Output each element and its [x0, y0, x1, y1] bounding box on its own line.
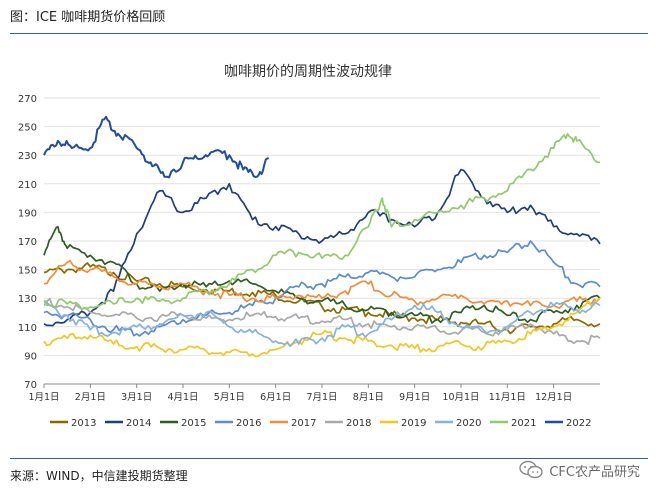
legend-label-2019: 2019 [401, 418, 426, 429]
x-tick-label: 10月1日 [442, 392, 479, 403]
watermark-text: CFC农产品研究 [549, 464, 640, 480]
legend-label-2016: 2016 [236, 418, 261, 429]
y-tick-label: 190 [18, 208, 37, 219]
series-lines [43, 115, 601, 358]
x-tick-label: 1月1日 [28, 392, 59, 403]
x-tick-label: 5月1日 [214, 392, 245, 403]
series-line-2019 [43, 297, 601, 358]
legend-label-2022: 2022 [566, 418, 591, 429]
legend-label-2013: 2013 [71, 418, 96, 429]
figure-caption: 图：ICE 咖啡期货价格回顾 [10, 10, 166, 25]
x-tick-label: 12月1日 [535, 392, 572, 403]
y-tick-label: 130 [18, 294, 37, 305]
axes: 70 90 110 130 150 170 190 210 230 250 270 1月1日 2月1日 3… [18, 94, 600, 403]
x-tick-label: 11月1日 [489, 392, 526, 403]
series-line-2015 [43, 225, 601, 324]
x-tick-label: 6月1日 [260, 392, 291, 403]
series-line-2022 [43, 115, 269, 179]
y-tick-label: 170 [18, 237, 37, 248]
x-tick-label: 2月1日 [75, 392, 106, 403]
legend-label-2020: 2020 [456, 418, 481, 429]
chart-title: 咖啡期价的周期性波动规律 [224, 64, 392, 80]
y-tick-label: 90 [24, 351, 37, 362]
x-tick-label: 9月1日 [399, 392, 430, 403]
x-tick-label: 7月1日 [306, 392, 337, 403]
y-tick-label: 150 [18, 266, 37, 277]
source-rule [10, 458, 648, 459]
y-tick-label: 210 [18, 180, 37, 191]
legend-label-2015: 2015 [181, 418, 206, 429]
series-line-2018 [43, 297, 601, 346]
legend-label-2018: 2018 [346, 418, 371, 429]
y-tick-label: 230 [18, 151, 37, 162]
x-tick-label: 4月1日 [167, 392, 198, 403]
series-line-2014 [43, 168, 601, 327]
y-tick-label: 270 [18, 94, 37, 105]
series-line-2017 [43, 259, 601, 310]
source-note: 来源：WIND，中信建投期货整理 [10, 469, 188, 483]
wechat-icon [519, 460, 544, 479]
watermark: CFC农产品研究 [519, 458, 640, 482]
y-tick-label: 250 [18, 123, 37, 134]
legend-label-2014: 2014 [126, 418, 151, 429]
series-line-2020 [43, 301, 601, 347]
series-line-2021 [43, 132, 601, 311]
x-tick-label: 3月1日 [121, 392, 152, 403]
caption-rule [10, 33, 648, 34]
x-tick-label: 8月1日 [353, 392, 384, 403]
y-tick-label: 110 [18, 323, 37, 334]
y-tick-label: 70 [24, 380, 37, 391]
legend-label-2017: 2017 [291, 418, 316, 429]
legend-label-2021: 2021 [511, 418, 536, 429]
series-line-2016 [43, 240, 601, 337]
legend: 2013 2014 2015 2016 2017 2018 2019 2020 2021 2022 [50, 418, 591, 429]
